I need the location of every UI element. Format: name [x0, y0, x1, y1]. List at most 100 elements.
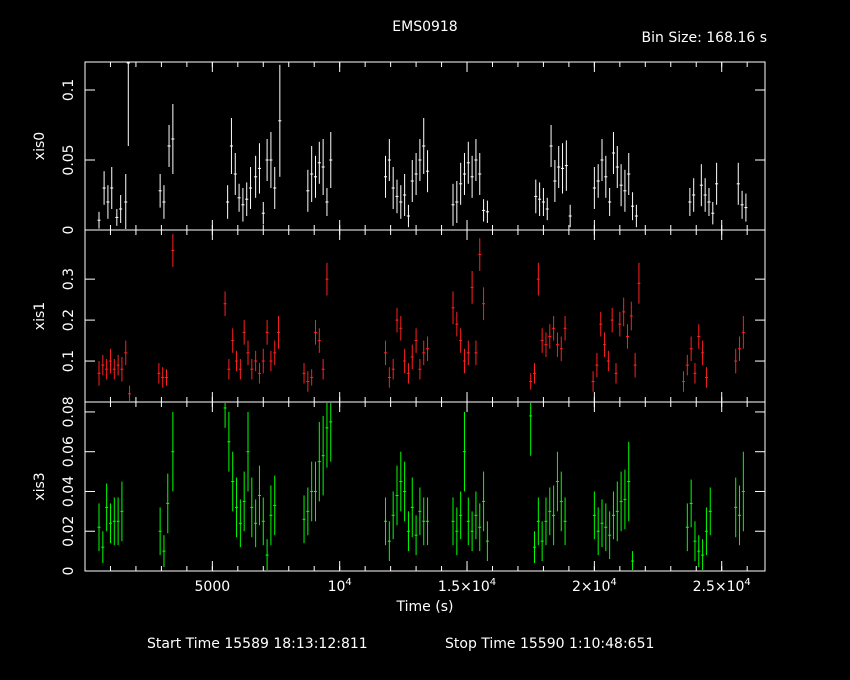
- xis1-point: [235, 350, 239, 372]
- xis3-point: [387, 521, 391, 562]
- xis0-point: [615, 146, 619, 188]
- xis0-point: [249, 167, 253, 209]
- xis1-point: [387, 367, 391, 388]
- xis0-point: [538, 182, 542, 216]
- xis3-point: [563, 497, 567, 546]
- xis3-point: [406, 511, 410, 552]
- xis0-point: [229, 118, 233, 174]
- xis0-point: [269, 132, 273, 188]
- x-axis-label: Time (s): [396, 599, 454, 615]
- xis1-point: [618, 311, 622, 337]
- xis1-point: [257, 363, 261, 384]
- xis3-point: [383, 497, 388, 546]
- xis0-points: [97, 62, 748, 229]
- xis0-point: [167, 125, 171, 167]
- xis1-point: [414, 328, 418, 353]
- xis3-point: [329, 403, 333, 462]
- xis0-point: [474, 139, 478, 181]
- xis0-point: [245, 182, 249, 216]
- xis0-point: [592, 167, 596, 209]
- xis3-point: [310, 461, 314, 522]
- xis3-point: [321, 415, 325, 496]
- xis0-point: [470, 155, 474, 198]
- xis3-point: [544, 497, 548, 546]
- xis3-ytick-label: 0.08: [61, 396, 77, 427]
- xis0-point: [102, 171, 106, 205]
- x-tick-label: 2×104: [572, 577, 617, 595]
- xis3-point: [403, 461, 407, 522]
- xis0-point: [604, 155, 608, 198]
- xis0-point: [623, 169, 627, 212]
- xis1-point: [478, 238, 482, 271]
- xis0-point: [549, 125, 553, 167]
- xis3-point: [631, 551, 635, 570]
- xis0-point: [403, 174, 407, 216]
- xis3-point: [478, 503, 482, 552]
- xis0-point: [703, 178, 707, 212]
- xis0-point: [410, 160, 414, 202]
- x-tick-label: 5000: [195, 579, 231, 595]
- xis0-point: [459, 162, 463, 205]
- xis1-point: [637, 262, 641, 304]
- xis0-ytick-label: 0: [61, 226, 77, 235]
- xis3-point: [532, 531, 537, 564]
- xis3-ytick-label: 0.04: [61, 476, 77, 507]
- xis0-point: [387, 139, 391, 181]
- xis3-point: [611, 491, 615, 540]
- xis3-point: [619, 471, 623, 532]
- xis1-point: [399, 316, 403, 341]
- xis1-point: [310, 369, 314, 386]
- xis1-point: [474, 340, 478, 366]
- xis3-point: [158, 507, 162, 556]
- chart-title: EMS0918: [392, 19, 458, 35]
- xis0-point: [561, 143, 565, 194]
- xis0-point: [611, 132, 615, 174]
- xis3-point: [418, 487, 422, 536]
- xis1-ylabel: xis1: [32, 302, 48, 330]
- xis1-point: [610, 307, 614, 333]
- xis3-point: [235, 477, 239, 538]
- xis1-point: [406, 363, 410, 384]
- xis0-point: [715, 162, 719, 205]
- xis3-point: [704, 507, 708, 556]
- xis1-point: [685, 354, 689, 376]
- x-tick-label: 104: [328, 577, 352, 595]
- xis0-point: [124, 174, 128, 229]
- xis1-point: [269, 350, 273, 372]
- xis3-point: [482, 471, 486, 532]
- xis1-point: [227, 359, 231, 380]
- xis1-point: [108, 348, 112, 374]
- xis1-point: [231, 328, 235, 353]
- x-tick-label: 2.5×104: [693, 577, 751, 595]
- xis0-point: [688, 188, 692, 216]
- xis3-point: [317, 421, 321, 502]
- xis0-ylabel: xis0: [32, 132, 48, 160]
- xis3-point: [313, 461, 318, 522]
- xis1-point: [313, 320, 318, 345]
- xis1-point: [223, 291, 227, 316]
- xis3-point: [231, 451, 235, 512]
- xis0-point: [399, 185, 403, 219]
- xis1-point: [242, 320, 246, 345]
- xis1-point: [101, 354, 105, 376]
- xis0-point: [126, 62, 130, 146]
- xis1-point: [455, 311, 459, 337]
- xis0-point: [329, 132, 333, 188]
- xis1-point: [97, 361, 101, 386]
- xis0-point: [557, 146, 561, 188]
- xis1-point: [555, 332, 559, 357]
- xis3-point: [455, 507, 459, 556]
- xis3-point: [592, 491, 596, 540]
- xis3-point: [395, 465, 399, 526]
- xis1-point: [410, 344, 414, 370]
- xis0-point: [115, 209, 119, 226]
- xis3-point: [257, 465, 261, 526]
- xis3-point: [105, 483, 109, 532]
- xis3-point: [596, 507, 600, 556]
- xis3-point: [600, 499, 604, 548]
- xis0-point: [391, 167, 395, 209]
- xis1-point: [625, 324, 629, 349]
- xis3-point: [462, 411, 467, 492]
- xis1-points: [97, 234, 745, 401]
